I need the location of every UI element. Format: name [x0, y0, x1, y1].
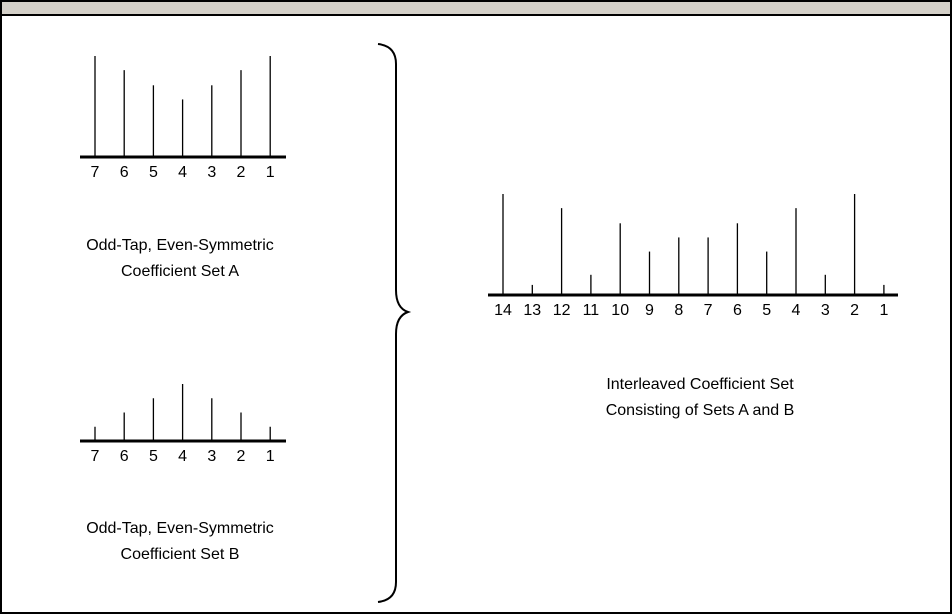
set_b-index-label: 1	[266, 448, 275, 465]
set_a-index-label: 5	[149, 164, 158, 181]
interleaved-caption-line1: Interleaved Coefficient Set	[606, 376, 794, 393]
interleaved-index-label: 13	[523, 302, 541, 319]
set-b-caption: Odd-Tap, Even-Symmetric Coefficient Set …	[30, 516, 330, 568]
set-a-caption: Odd-Tap, Even-Symmetric Coefficient Set …	[30, 233, 330, 285]
interleaved-index-label: 2	[850, 302, 859, 319]
set_b-index-label: 2	[237, 448, 246, 465]
set_a-index-label: 3	[207, 164, 216, 181]
curly-brace	[377, 43, 412, 603]
interleaved-index-label: 1	[879, 302, 888, 319]
set-a-caption-line1: Odd-Tap, Even-Symmetric	[86, 237, 274, 254]
set_a-index-label: 6	[120, 164, 129, 181]
set_b-index-label: 3	[207, 448, 216, 465]
set-b-caption-line1: Odd-Tap, Even-Symmetric	[86, 520, 274, 537]
interleaved-index-label: 9	[645, 302, 654, 319]
interleaved-stem-plot: 14 13 12 11 10 9 8 7 6 5 4 3 2 1	[488, 194, 898, 319]
interleaved-index-label: 6	[733, 302, 742, 319]
interleaved-index-label: 12	[553, 302, 571, 319]
set_b-index-label: 4	[178, 448, 187, 465]
interleaved-index-label: 10	[611, 302, 629, 319]
interleaved-caption: Interleaved Coefficient Set Consisting o…	[540, 372, 860, 424]
set-b-caption-line2: Coefficient Set B	[120, 546, 240, 563]
interleaved-index-label: 3	[821, 302, 830, 319]
interleaved-index-label: 14	[494, 302, 512, 319]
set_a-index-label: 7	[91, 164, 100, 181]
set-a-caption-line2: Coefficient Set A	[121, 263, 239, 280]
set_b-index-label: 6	[120, 448, 129, 465]
interleaved-caption-line2: Consisting of Sets A and B	[605, 402, 795, 419]
set_a-index-label: 2	[237, 164, 246, 181]
set_b-index-label: 7	[91, 448, 100, 465]
interleaved-index-label: 5	[762, 302, 771, 319]
set_a-index-label: 4	[178, 164, 187, 181]
interleaved-index-label: 8	[674, 302, 683, 319]
interleaved-index-label: 7	[704, 302, 713, 319]
window-top-bar	[2, 2, 950, 16]
set-b-stem-plot: 7 6 5 4 3 2 1	[80, 384, 286, 465]
set_a-index-label: 1	[266, 164, 275, 181]
set-a-stem-plot: 7 6 5 4 3 2 1	[80, 56, 286, 181]
interleaved-index-label: 11	[583, 302, 600, 319]
interleaved-index-label: 4	[792, 302, 801, 319]
set_b-index-label: 5	[149, 448, 158, 465]
